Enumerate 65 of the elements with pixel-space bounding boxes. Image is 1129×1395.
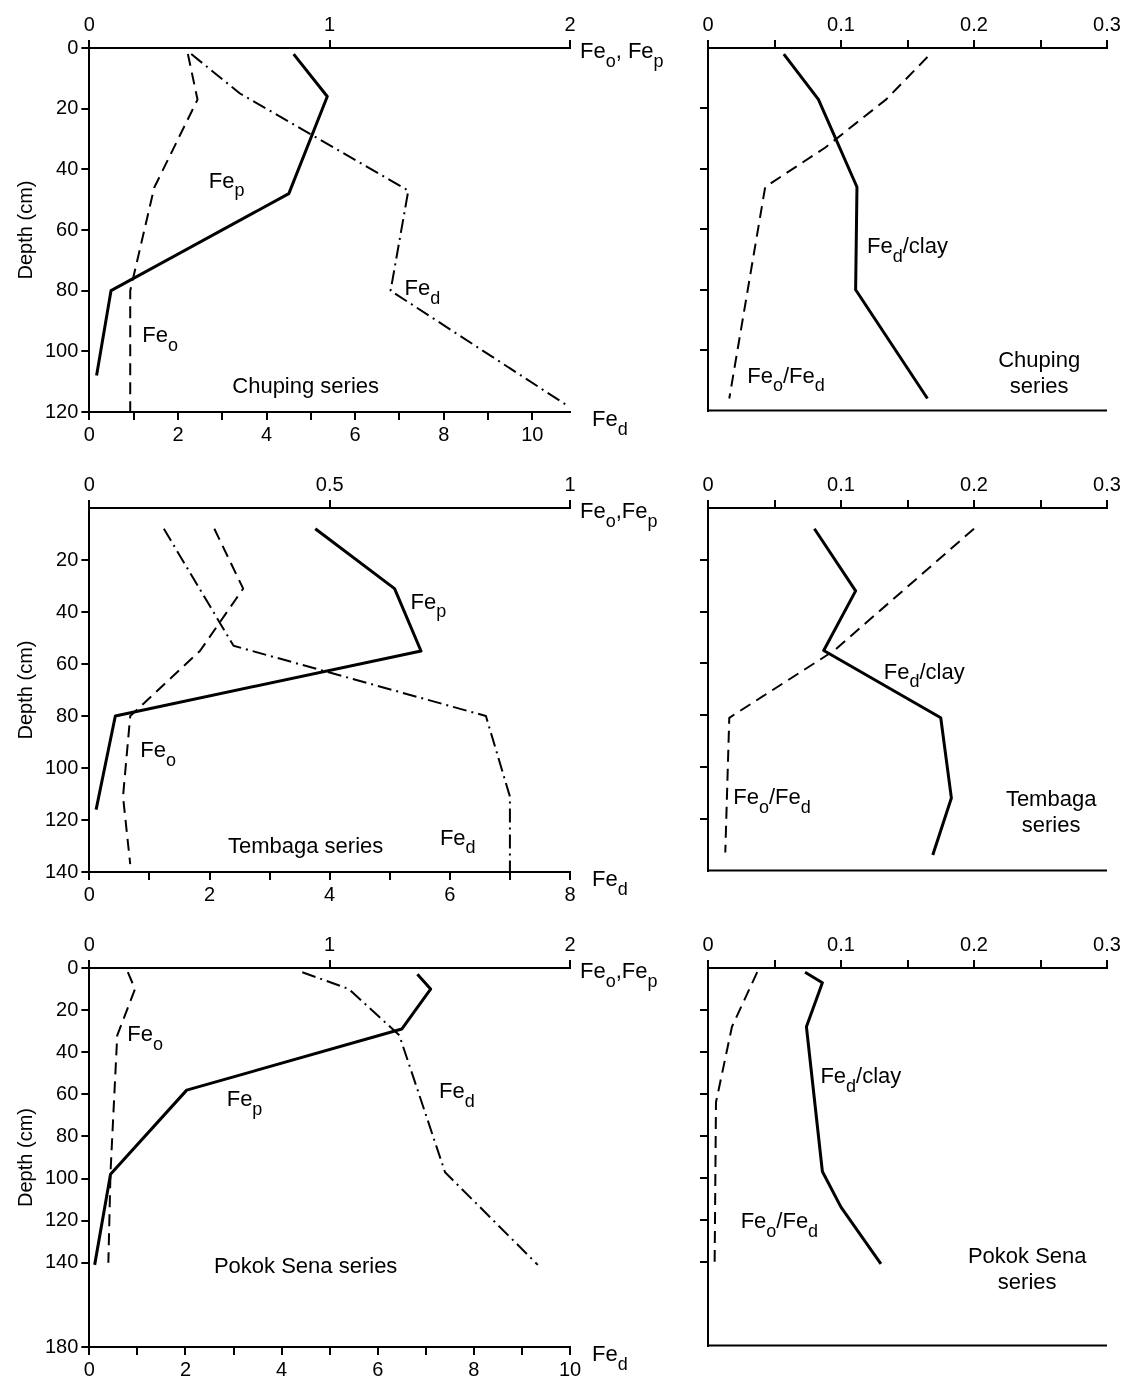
x-tick-label: 2 — [203, 882, 216, 905]
y-tick-label: 80 — [56, 703, 79, 726]
annotation: Pokok Sena series — [967, 1243, 1088, 1295]
x2-tick-label: 1 — [324, 12, 336, 35]
x-tick-label: 2 — [179, 1357, 192, 1380]
x2-tick-label: 1 — [324, 932, 336, 955]
y-tick-label: 40 — [56, 599, 79, 622]
y-axis-title: Depth (cm) — [13, 180, 36, 280]
x-tick-label: 6 — [444, 882, 456, 905]
y-tick-label: 140 — [44, 1250, 79, 1273]
x-tick-label: 0 — [702, 932, 714, 955]
y-tick-label: 120 — [44, 1208, 79, 1231]
x-tick-label: 10 — [558, 1357, 582, 1380]
y-tick-label: 0 — [67, 35, 79, 58]
y-tick-label: 100 — [44, 1166, 79, 1189]
y-tick-label: 100 — [44, 755, 79, 778]
y-tick-label: 120 — [44, 807, 79, 830]
y-tick-label: 100 — [44, 338, 79, 361]
x-tick-label: 4 — [276, 1357, 288, 1380]
x-tick-label: 0.2 — [960, 932, 988, 955]
x-tick-label: 4 — [261, 422, 273, 445]
annotation: Tembaga series — [228, 832, 384, 858]
x-tick-label: 0 — [83, 882, 95, 905]
x-tick-label: 6 — [372, 1357, 384, 1380]
x-tick-label: 0.2 — [960, 12, 988, 35]
y-tick-label: 80 — [56, 1123, 79, 1146]
y-tick-label: 120 — [44, 399, 79, 422]
x-tick-label: 0 — [83, 1357, 95, 1380]
y-tick-label: 140 — [44, 859, 79, 882]
x-tick-label: 0.2 — [960, 472, 988, 495]
y-tick-label: 180 — [44, 1334, 79, 1357]
x2-tick-label: 1 — [564, 472, 576, 495]
x-tick-label: 0 — [702, 12, 714, 35]
annotation: Pokok Sena series — [213, 1253, 398, 1279]
y-tick-label: 60 — [56, 651, 79, 674]
x-tick-label: 4 — [324, 882, 336, 905]
x-tick-label: 10 — [521, 422, 544, 445]
y-tick-label: 60 — [56, 217, 79, 240]
y-tick-label: 80 — [56, 278, 79, 301]
x-tick-label: 0.1 — [827, 472, 855, 495]
x-tick-label: 8 — [468, 1357, 480, 1380]
x-tick-label: 0.3 — [1093, 932, 1121, 955]
y-tick-label: 20 — [56, 96, 79, 119]
x-tick-label: 0.3 — [1093, 12, 1121, 35]
y-tick-label: 60 — [56, 1081, 79, 1104]
x2-tick-label: 0.5 — [315, 472, 344, 495]
y-axis-title: Depth (cm) — [13, 640, 36, 740]
x-tick-label: 6 — [349, 422, 361, 445]
x-tick-label: 8 — [564, 882, 576, 905]
x-tick-label: 0.3 — [1093, 472, 1121, 495]
y-tick-label: 20 — [56, 547, 79, 570]
annotation: Tembaga series — [1005, 785, 1098, 837]
x-tick-label: 2 — [172, 422, 184, 445]
x-tick-label: 8 — [438, 422, 450, 445]
x-tick-label: 0 — [702, 472, 714, 495]
annotation: Chuping series — [998, 347, 1081, 399]
x-tick-label: 0.1 — [827, 12, 855, 35]
x-tick-label: 0 — [83, 422, 95, 445]
y-tick-label: 40 — [56, 1039, 79, 1062]
y-axis-title: Depth (cm) — [13, 1108, 36, 1207]
x-tick-label: 0.1 — [827, 932, 855, 955]
annotation: Chuping series — [232, 372, 380, 398]
y-tick-label: 0 — [67, 955, 79, 978]
y-tick-label: 40 — [56, 156, 79, 179]
y-tick-label: 20 — [56, 997, 79, 1020]
